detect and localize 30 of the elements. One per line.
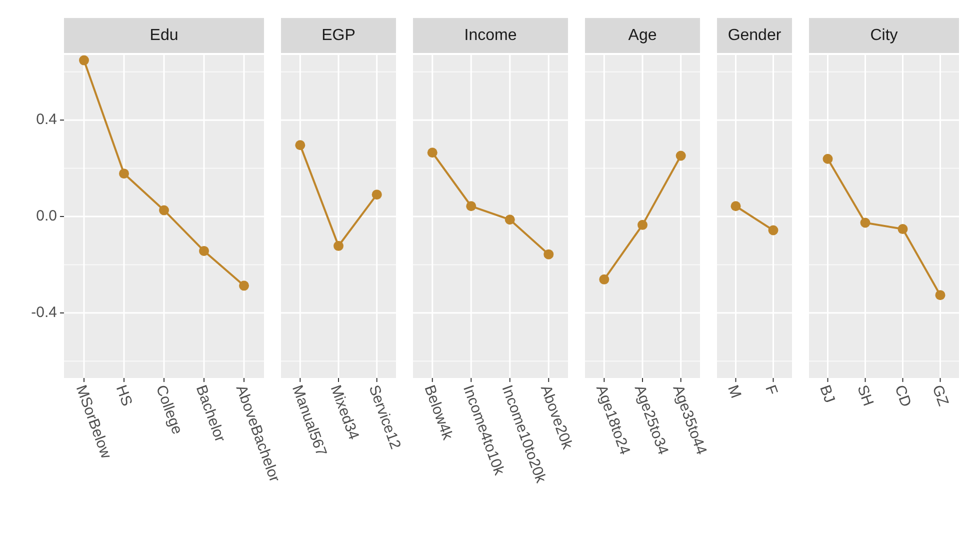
point (427, 148, 438, 158)
chart-title: Gender (728, 26, 782, 44)
chart-title: Income (464, 26, 517, 44)
x-tick-label: College (152, 382, 186, 437)
x-tick-label: HS (112, 382, 136, 408)
x-tick-label: F (762, 382, 781, 398)
chart-title: EGP (322, 26, 356, 44)
point (504, 214, 515, 225)
point (822, 154, 833, 164)
y-tick-label: 0.4 (36, 111, 57, 128)
point (79, 55, 89, 66)
chart-title: City (870, 26, 898, 44)
point (860, 218, 870, 228)
point (199, 246, 209, 256)
y-tick-label: -0.4 (31, 304, 57, 322)
chart-title: Age (628, 26, 657, 44)
point (466, 201, 476, 212)
point (119, 168, 129, 179)
point (935, 290, 946, 300)
x-tick-label: CD (891, 382, 915, 410)
x-tick-label: BJ (816, 382, 838, 406)
point (898, 224, 908, 234)
y-tick-label: 0.0 (36, 208, 57, 225)
chart-title: Edu (150, 26, 178, 44)
point (544, 249, 554, 260)
point (159, 205, 169, 216)
x-tick-label: SH (854, 382, 877, 408)
x-tick-label: M (724, 382, 744, 401)
x-tick-label: GZ (928, 382, 952, 408)
point (239, 280, 249, 291)
